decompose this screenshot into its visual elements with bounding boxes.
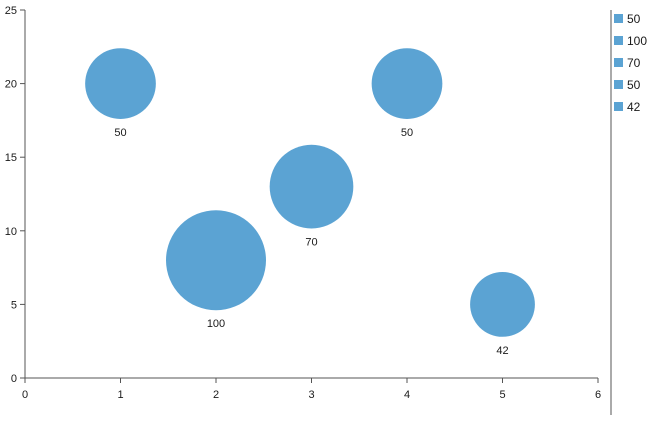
bubble-data-label: 100 [207,318,225,330]
legend-item-label[interactable]: 42 [627,100,641,114]
x-tick-label: 3 [308,389,314,401]
x-tick-label: 2 [213,389,219,401]
y-tick-label: 0 [11,373,17,385]
bubble-data-label: 70 [305,236,317,248]
y-tick-label: 20 [5,79,17,91]
legend-swatch [614,14,623,23]
data-labels: 50 100 70 50 42 [114,127,508,357]
bubble-data-label: 50 [401,127,413,139]
bubble-point[interactable] [166,210,266,311]
x-tick-label: 1 [117,389,123,401]
x-tick-label: 0 [22,389,28,401]
bubble-data-label: 50 [114,127,126,139]
bubbles [85,48,535,337]
bubble-point[interactable] [371,48,443,119]
y-tick-label: 15 [5,152,17,164]
legend-item-label[interactable]: 70 [627,56,641,70]
y-tick-label: 10 [5,226,17,238]
legend-item-label[interactable]: 50 [627,12,641,26]
bubble-point[interactable] [85,48,156,119]
x-tick-label: 6 [595,389,601,401]
legend-swatch [614,58,623,67]
legend-item-label[interactable]: 50 [627,78,641,92]
legend-swatch [614,80,623,89]
legend[interactable]: 50 100 70 50 42 [610,10,647,415]
legend-swatch [614,36,623,45]
x-tick-label: 4 [404,389,410,401]
x-tick-label: 5 [499,389,505,401]
y-tick-label: 5 [11,299,17,311]
bubble-data-label: 42 [496,345,508,357]
bubble-point[interactable] [470,271,535,337]
legend-item-label[interactable]: 100 [627,34,647,48]
legend-swatch [614,102,623,111]
bubble-point[interactable] [269,144,354,229]
axes: 0 5 10 15 20 25 0 1 2 3 4 5 6 [5,5,601,401]
y-tick-label: 25 [5,5,17,17]
